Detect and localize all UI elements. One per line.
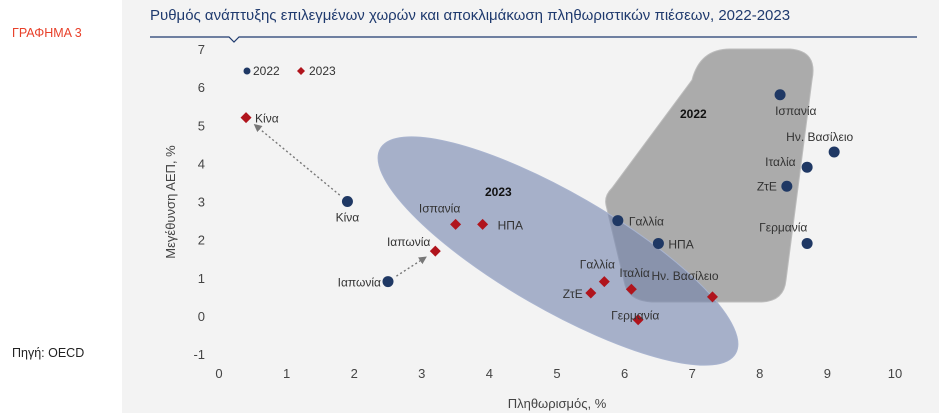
point-label-2022: Γερμανία <box>759 220 807 234</box>
figure-label: ΓΡΑΦΗΜΑ 3 <box>12 26 82 40</box>
point-label-2023: ΗΠΑ <box>498 218 523 232</box>
x-tick-label: 4 <box>486 366 493 381</box>
point-2023 <box>598 276 610 288</box>
point-label-2022: Κίνα <box>336 211 360 225</box>
point-label-2022: Γαλλία <box>629 215 664 229</box>
point-2022 <box>801 237 813 249</box>
point-2023 <box>240 112 252 124</box>
x-tick-label: 3 <box>418 366 425 381</box>
x-tick-label: 1 <box>283 366 290 381</box>
x-tick-label: 0 <box>215 366 222 381</box>
point-2022 <box>382 276 394 288</box>
point-2023 <box>706 291 718 303</box>
legend-label-2022: 2022 <box>253 64 280 78</box>
point-label-2022: Ιαπωνία <box>338 276 381 290</box>
y-tick-label: 4 <box>198 156 205 171</box>
point-label-2022: ΖτΕ <box>757 179 777 193</box>
point-label-2023: Ην. Βασίλειο <box>651 269 718 283</box>
point-label-2022: ΗΠΑ <box>668 237 693 251</box>
x-tick-label: 7 <box>689 366 696 381</box>
source-note: Πηγή: OECD <box>12 346 85 360</box>
point-2022 <box>652 237 664 249</box>
y-tick-label: 6 <box>198 80 205 95</box>
sidebar: ΓΡΑΦΗΜΑ 3 Πηγή: OECD <box>0 0 122 413</box>
y-tick-label: 3 <box>198 195 205 210</box>
y-tick-label: 0 <box>198 309 205 324</box>
point-2022 <box>774 89 786 101</box>
point-label-2023: Ιαπωνία <box>387 235 430 249</box>
x-tick-label: 6 <box>621 366 628 381</box>
region-label-2022: 2022 <box>680 107 707 121</box>
point-label-2022: Ιταλία <box>765 155 796 169</box>
x-tick-label: 5 <box>553 366 560 381</box>
x-tick-label: 10 <box>888 366 902 381</box>
point-label-2023: ΖτΕ <box>563 287 583 301</box>
point-2023 <box>429 245 441 257</box>
arrow-china <box>253 123 341 196</box>
y-tick-label: 5 <box>198 118 205 133</box>
point-2022 <box>801 161 813 173</box>
point-label-2023: Ισπανία <box>419 201 460 215</box>
point-label-2022: Ην. Βασίλειο <box>786 130 853 144</box>
point-2023 <box>632 314 644 326</box>
region-label-2023: 2023 <box>485 185 512 199</box>
point-label-2023: Κίνα <box>255 112 279 126</box>
point-label-2022: Ισπανία <box>775 104 816 118</box>
x-tick-label: 8 <box>756 366 763 381</box>
x-tick-label: 9 <box>824 366 831 381</box>
point-2022 <box>612 215 624 227</box>
point-2023 <box>450 218 462 230</box>
point-2023 <box>585 287 597 299</box>
y-tick-label: 7 <box>198 42 205 57</box>
point-label-2023: Ιταλία <box>619 266 650 280</box>
y-tick-label: -1 <box>193 347 205 362</box>
point-2023 <box>477 218 489 230</box>
point-2022 <box>828 146 840 158</box>
y-tick-label: 1 <box>198 271 205 286</box>
point-2023 <box>625 283 637 295</box>
chart-title: Ρυθμός ανάπτυξης επιλεγμένων χωρών και α… <box>150 7 790 24</box>
y-tick-label: 2 <box>198 233 205 248</box>
point-2022 <box>341 196 353 207</box>
point-label-2023: Γαλλία <box>580 258 615 272</box>
legend-marker-2023 <box>297 67 305 75</box>
point-2022 <box>781 180 793 192</box>
title-underline <box>150 36 917 43</box>
x-tick-label: 2 <box>351 366 358 381</box>
legend-label-2023: 2023 <box>309 64 336 78</box>
region-2023 <box>377 136 739 366</box>
x-axis-label: Πληθωρισμός, % <box>508 396 607 411</box>
point-label-2023: Γερμανία <box>611 309 659 323</box>
legend-marker-2022 <box>243 67 251 75</box>
arrow-japan <box>396 256 427 277</box>
y-axis-label: Μεγέθυνση ΑΕΠ, % <box>163 145 178 259</box>
